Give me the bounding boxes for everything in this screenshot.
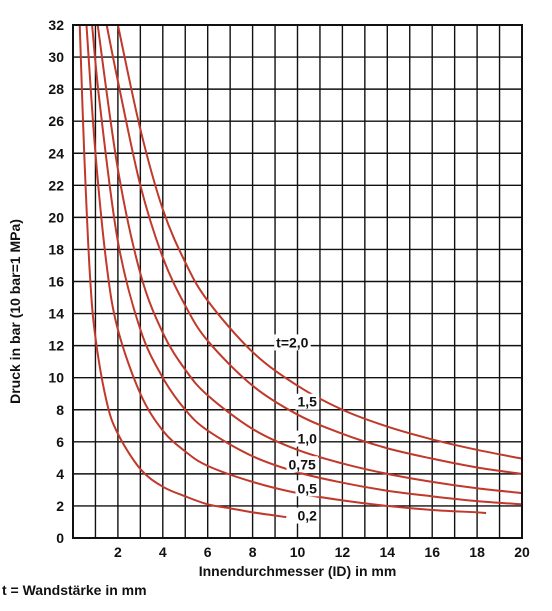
y-axis-label: Druck in bar (10 bar=1 MPa) [7, 219, 23, 404]
x-tick-label: 2 [114, 544, 122, 560]
x-axis-label: Innendurchmesser (ID) in mm [199, 563, 397, 579]
x-tick-label: 10 [290, 544, 306, 560]
y-tick-label: 32 [48, 17, 64, 33]
y-tick-label: 12 [48, 338, 64, 354]
curve-label: 0,2 [298, 508, 318, 524]
curve-label: 0,75 [289, 456, 316, 472]
curve-t-05 [85, 24, 487, 515]
curve-label-background [295, 430, 320, 447]
x-tick-label: 20 [514, 544, 530, 560]
y-tick-label: 16 [48, 274, 64, 290]
y-tick-label: 14 [48, 306, 64, 322]
x-tick-label: 8 [249, 544, 257, 560]
curve-t-02 [78, 24, 287, 519]
curve-t-20 [116, 24, 523, 460]
curve-t-10 [96, 24, 523, 495]
curve-label-background [295, 480, 320, 497]
plot-frame [72, 24, 523, 539]
curve-label: 1,0 [298, 431, 318, 447]
x-tick-label: 18 [469, 544, 485, 560]
x-tick-label: 14 [380, 544, 396, 560]
x-tick-label: 16 [424, 544, 440, 560]
y-tick-label: 28 [48, 81, 64, 97]
curves [78, 24, 523, 519]
y-tick-label: 20 [48, 209, 64, 225]
y-tick-label: 0 [56, 530, 64, 546]
y-tick-label: 2 [56, 498, 64, 514]
curve-labels: t=2,0 1,5 1,0 0,75 0,5 0,2 [274, 334, 320, 524]
curve-label-background [295, 393, 320, 410]
y-tick-label: 6 [56, 434, 64, 450]
y-tick-label: 10 [48, 370, 64, 386]
footnote: t = Wandstärke in mm [2, 582, 147, 598]
curve-label: 0,5 [298, 480, 318, 496]
y-tick-label: 22 [48, 177, 64, 193]
curve-label: t=2,0 [276, 334, 309, 350]
y-tick-label: 30 [48, 49, 64, 65]
curve-label-background [274, 334, 311, 351]
x-tick-labels: 2 4 6 8 10 12 14 16 18 20 [114, 544, 530, 560]
y-tick-label: 8 [56, 402, 64, 418]
curve-t-075 [91, 24, 523, 506]
x-tick-label: 12 [335, 544, 351, 560]
curve-label-background [286, 456, 318, 473]
y-tick-label: 4 [56, 466, 64, 482]
y-tick-label: 18 [48, 241, 64, 257]
y-tick-label: 26 [48, 113, 64, 129]
x-tick-label: 4 [159, 544, 167, 560]
curve-t-15 [105, 24, 523, 475]
curve-label: 1,5 [298, 394, 318, 410]
x-tick-label: 6 [204, 544, 212, 560]
curve-label-background [295, 507, 320, 524]
y-tick-label: 24 [48, 145, 64, 161]
